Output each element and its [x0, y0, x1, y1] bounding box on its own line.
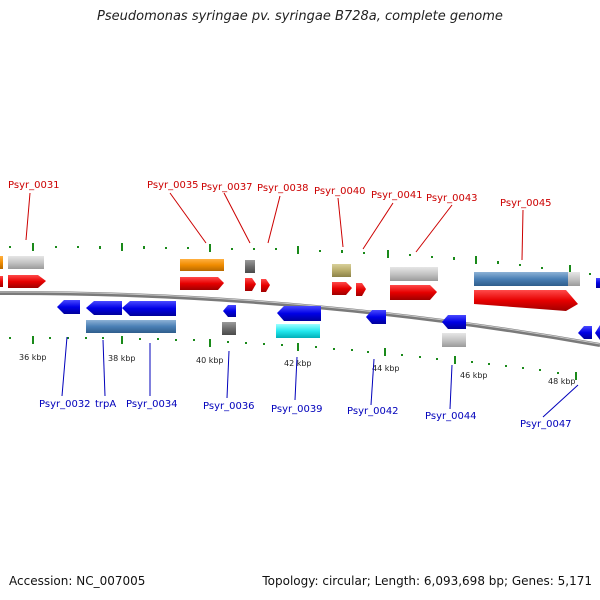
- gene-arrow[interactable]: [223, 305, 236, 317]
- gene-label[interactable]: Psyr_0039: [271, 404, 323, 415]
- gene-label[interactable]: Psyr_0045: [500, 198, 552, 209]
- forward-tick-ring: [9, 243, 591, 275]
- gene-label[interactable]: Psyr_0037: [201, 182, 253, 193]
- kbp-scale: 36 kbp 38 kbp 40 kbp 42 kbp 44 kbp 46 kb…: [19, 353, 576, 386]
- gene-label[interactable]: Psyr_0031: [8, 180, 60, 191]
- kbp-label: 40 kbp: [196, 356, 224, 365]
- gene-arrow[interactable]: [474, 290, 578, 311]
- gene-arrow[interactable]: [0, 276, 3, 287]
- gene-label[interactable]: Psyr_0044: [425, 411, 477, 422]
- reverse-tick-ring: [9, 336, 577, 380]
- gene-arrow[interactable]: [366, 310, 386, 324]
- reverse-strand-features: [57, 300, 600, 347]
- gene-arrow[interactable]: [332, 282, 352, 295]
- gene-label[interactable]: Psyr_0042: [347, 406, 399, 417]
- kbp-label: 46 kbp: [460, 371, 488, 380]
- reverse-gene-labels: Psyr_0032 trpA Psyr_0034 Psyr_0036 Psyr_…: [39, 399, 572, 430]
- feature-box[interactable]: [442, 333, 466, 347]
- feature-box[interactable]: [245, 260, 255, 273]
- gene-arrow[interactable]: [595, 325, 600, 340]
- gene-label[interactable]: Psyr_0036: [203, 401, 255, 412]
- gene-label[interactable]: Psyr_0041: [371, 190, 423, 201]
- feature-box[interactable]: [122, 320, 176, 333]
- gene-arrow[interactable]: [596, 278, 600, 288]
- gene-label[interactable]: Psyr_0043: [426, 193, 478, 204]
- feature-box[interactable]: [86, 320, 122, 333]
- gene-arrow[interactable]: [57, 300, 80, 314]
- gene-arrow[interactable]: [86, 301, 122, 315]
- genome-summary-text: Topology: circular; Length: 6,093,698 bp…: [262, 574, 592, 588]
- gene-arrow[interactable]: [245, 278, 256, 291]
- kbp-label: 48 kbp: [548, 377, 576, 386]
- feature-box[interactable]: [474, 272, 568, 286]
- kbp-label: 36 kbp: [19, 353, 47, 362]
- gene-arrow[interactable]: [578, 326, 592, 339]
- gene-arrow[interactable]: [8, 275, 46, 288]
- gene-label[interactable]: Psyr_0034: [126, 399, 178, 410]
- gene-label[interactable]: Psyr_0035: [147, 180, 199, 191]
- gene-arrow[interactable]: [356, 283, 366, 296]
- gene-label[interactable]: trpA: [95, 399, 116, 410]
- feature-box[interactable]: [332, 264, 351, 277]
- genome-backbone-highlight: [0, 291, 600, 345]
- feature-box[interactable]: [390, 267, 438, 281]
- gene-arrow[interactable]: [442, 315, 466, 329]
- map-title: Pseudomonas syringae pv. syringae B728a,…: [97, 9, 503, 24]
- kbp-label: 42 kbp: [284, 359, 312, 368]
- forward-leader-lines: [25, 192, 524, 261]
- gene-arrow[interactable]: [277, 306, 321, 321]
- kbp-label: 44 kbp: [372, 364, 400, 373]
- feature-box[interactable]: [180, 259, 224, 271]
- gene-arrow[interactable]: [390, 285, 437, 300]
- forward-gene-labels: Psyr_0031 Psyr_0035 Psyr_0037 Psyr_0038 …: [8, 180, 552, 209]
- gene-label[interactable]: Psyr_0047: [520, 419, 572, 430]
- gene-label[interactable]: Psyr_0038: [257, 183, 309, 194]
- feature-box[interactable]: [222, 322, 236, 335]
- gene-arrow[interactable]: [122, 301, 176, 316]
- gene-arrow[interactable]: [180, 277, 224, 290]
- genome-backbone: [0, 290, 600, 347]
- gene-label[interactable]: Psyr_0032: [39, 399, 91, 410]
- feature-box[interactable]: [0, 256, 3, 269]
- feature-box[interactable]: [276, 324, 320, 338]
- feature-box[interactable]: [8, 256, 44, 269]
- gene-label[interactable]: Psyr_0040: [314, 186, 366, 197]
- kbp-label: 38 kbp: [108, 354, 136, 363]
- forward-strand-features: [0, 256, 600, 311]
- accession-text: Accession: NC_007005: [9, 574, 146, 588]
- reverse-leader-lines: [61, 336, 579, 418]
- gene-arrow[interactable]: [261, 279, 270, 292]
